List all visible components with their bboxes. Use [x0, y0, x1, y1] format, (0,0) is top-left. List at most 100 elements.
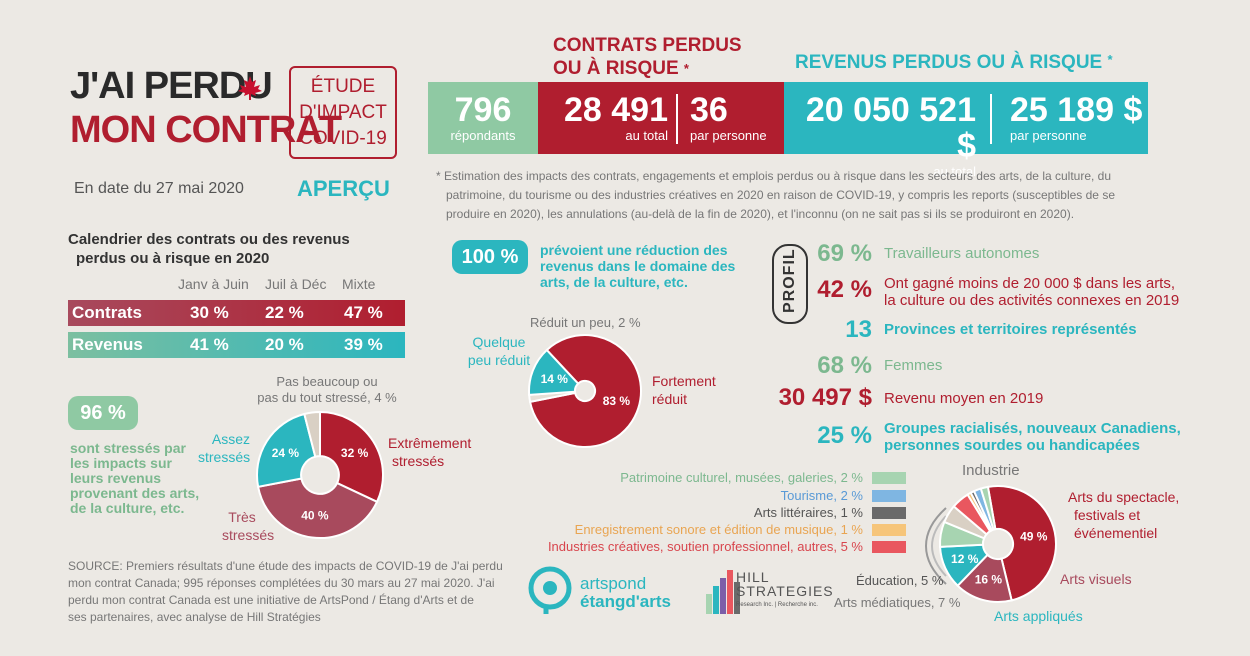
stress-label-assez: Assez stressés [198, 430, 250, 466]
revenue-header-text: REVENUS PERDUS OU À RISQUE [795, 52, 1103, 73]
stress-desc-line: sont stressés par [70, 440, 186, 456]
calendar-row-label: Revenus [72, 335, 143, 354]
pie-slice [319, 410, 384, 504]
stress-label-assez-line: stressés [198, 449, 251, 465]
profile-text: Ont gagné moins de 20 000 $ dans les art… [884, 275, 1179, 309]
study-line1: ÉTUDE [310, 76, 376, 97]
reduction-desc-line: prévoient une réduction des [540, 242, 728, 258]
stat-contracts-per-person: 36 [690, 91, 728, 129]
industry-legend-item: Tourisme, 2 % [780, 488, 863, 503]
profile-value: 42 % [817, 276, 872, 303]
stress-desc-line: les impacts sur [70, 455, 172, 471]
profile-text: Revenu moyen en 2019 [884, 390, 1043, 407]
hill-logo-line2: STRATEGIES [736, 583, 834, 599]
stress-label-assez-line: Assez [211, 431, 250, 447]
calendar-row-revenue: Revenus 41 % 20 % 39 % [68, 332, 405, 358]
title-line2: MON CONTRAT [70, 109, 342, 151]
legend-swatch [872, 490, 906, 502]
reduction-label-top: Réduit un peu, 2 % [530, 315, 641, 330]
reduction-desc: prévoient une réduction des revenus dans… [540, 242, 735, 290]
reduction-label-quelque-line: Quelque [472, 334, 526, 350]
calendar-row-label: Contrats [72, 303, 142, 322]
contracts-header: CONTRATS PERDUS OU À RISQUE * [553, 34, 742, 80]
calendar-title-line2: perdus ou à risque en 2020 [76, 250, 270, 267]
stress-label-tres-line: stressés [222, 527, 275, 543]
profile-value: 13 [845, 316, 872, 343]
reduction-badge: 100 % [452, 240, 528, 274]
source-line: mon contrat Canada; 995 réponses complét… [68, 576, 495, 590]
calendar-cell: 22 % [265, 303, 304, 322]
industry-label-appliques: Arts appliqués [994, 608, 1083, 624]
calendar-col-1: Janv à Juin [178, 276, 249, 292]
stat-respondents-label: répondants [450, 128, 516, 143]
divider [990, 94, 992, 144]
reduction-label-fort-line: Fortement [652, 373, 716, 389]
calendar-title: Calendrier des contrats ou des revenus p… [68, 230, 350, 268]
calendar-row-contracts: Contrats 30 % 22 % 47 % [68, 300, 405, 326]
profile-text: Provinces et territoires représentés [884, 321, 1137, 338]
profile-text-line: Femmes [884, 357, 943, 374]
study-line3: COVID-19 [299, 128, 387, 149]
stress-desc-line: provenant des arts, [70, 485, 200, 501]
hill-logo-text: HILL STRATEGIES Research Inc. | Recherch… [736, 570, 834, 612]
industry-pie-chart: 49 % 16 % 12 % [939, 485, 1057, 603]
pie-data-label: 12 % [951, 552, 979, 566]
stress-badge: 96 % [68, 396, 138, 430]
stat-contracts-per-person-label: par personne [690, 128, 767, 143]
stress-label-top-line: pas du tout stressé, 4 % [257, 390, 397, 405]
stat-revenue-per-person-label: par personne [1010, 128, 1087, 143]
apercu-label: APERÇU [297, 176, 390, 201]
stress-label-tres: Très stressés [222, 508, 275, 544]
pie-data-label: 24 % [272, 446, 300, 460]
contracts-header-line1: CONTRATS PERDUS [553, 35, 742, 56]
profile-text-line: la culture ou des activités connexes en … [884, 292, 1180, 309]
reduction-pie-chart: 83 % 14 % [528, 334, 642, 448]
pie-slice [528, 334, 642, 448]
stress-desc: sont stressés par les impacts sur leurs … [70, 441, 199, 516]
calendar-col-3: Mixte [342, 276, 376, 292]
contracts-star: * [683, 61, 689, 76]
stat-revenue-total: 20 050 521 $ [805, 91, 976, 165]
profile-text-line: Provinces et territoires représentés [884, 321, 1137, 338]
profile-value: 68 % [817, 352, 872, 379]
profile-text-line: Groupes racialisés, nouveaux Canadiens, [884, 420, 1181, 437]
pie-data-label: 49 % [1020, 530, 1048, 544]
stress-label-top: Pas beaucoup ou pas du tout stressé, 4 % [242, 374, 412, 406]
artspond-logo-line1: artspond [580, 574, 647, 593]
profile-text-line: Ont gagné moins de 20 000 $ dans les art… [884, 275, 1176, 292]
industry-label-line: festivals et [1074, 507, 1141, 523]
stat-revenue-total-label: au total [933, 164, 976, 179]
pie-slice [256, 412, 317, 488]
pie-slice [528, 348, 580, 396]
hill-logo-line3: Research Inc. | Recherche inc. [736, 602, 818, 608]
profile-value: 69 % [817, 240, 872, 267]
pie-data-label: 40 % [301, 509, 329, 523]
stress-label-extreme: Extrêmement stressés [388, 434, 471, 470]
profile-text: Groupes racialisés, nouveaux Canadiens, p… [884, 420, 1181, 454]
source-text: SOURCE: Premiers résultats d'une étude d… [68, 558, 503, 626]
industry-label-spectacle: Arts du spectacle, festivals et événemen… [1068, 488, 1179, 542]
profile-value: 30 497 $ [778, 384, 872, 411]
reduction-label-quelque-line: peu réduit [467, 352, 531, 368]
revenue-star: * [1107, 52, 1113, 67]
industry-label-line: Arts du spectacle, [1068, 489, 1180, 505]
pie-slice [303, 410, 321, 458]
pie-slice [956, 553, 1013, 603]
industry-label-mediatiques: Arts médiatiques, 7 % [834, 595, 961, 610]
legend-swatch [872, 541, 906, 553]
industry-legend-item: Arts littéraires, 1 % [753, 505, 863, 520]
stat-contracts-total-label: au total [625, 128, 668, 143]
legend-swatch [872, 472, 906, 484]
source-line: SOURCE: Premiers résultats d'une étude d… [68, 559, 503, 573]
reduction-desc-line: revenus dans le domaine des [540, 258, 736, 274]
calendar-cell: 30 % [190, 303, 229, 322]
industry-title: Industrie [962, 462, 1020, 479]
pie-slice [979, 485, 997, 531]
bracket-decoration [924, 507, 947, 585]
calendar-cell: 47 % [344, 303, 383, 322]
stress-label-extreme-line: stressés [392, 453, 445, 469]
divider [676, 94, 678, 144]
profile-text: Femmes [884, 357, 942, 374]
stress-label-top-line: Pas beaucoup ou [276, 374, 378, 389]
industry-label-line: événementiel [1074, 525, 1158, 541]
